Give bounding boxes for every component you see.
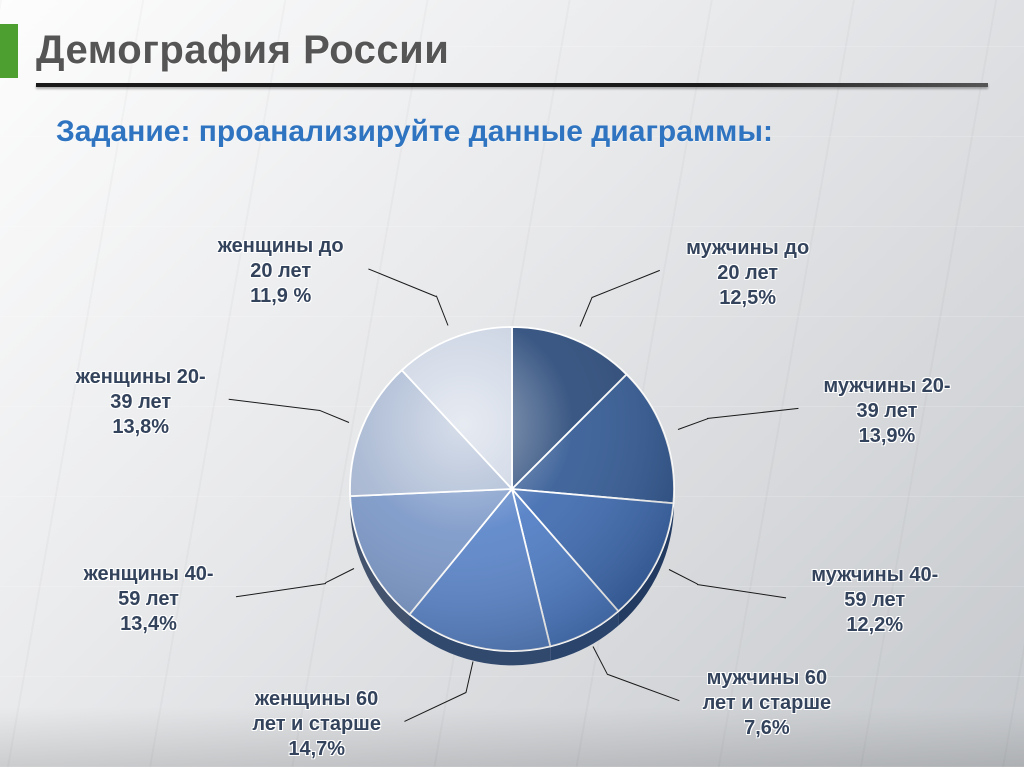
accent-bar xyxy=(0,24,18,78)
slice-label-m_20_39: мужчины 20- 39 лет 13,9% xyxy=(797,374,977,449)
leader-line xyxy=(229,399,320,411)
leader-line xyxy=(369,268,437,296)
slide-header: Демография России xyxy=(0,0,1024,97)
slice-label-f_60: женщины 60 лет и старше 14,7% xyxy=(227,687,407,762)
slice-label-m_60: мужчины 60 лет и старше 7,6% xyxy=(677,666,857,741)
page-title: Демография России xyxy=(36,28,988,73)
leader-line xyxy=(707,408,799,419)
leader-line xyxy=(591,270,659,298)
leader-line xyxy=(607,674,679,701)
slice-label-f_u20: женщины до 20 лет 11,9 % xyxy=(191,234,371,309)
task-subtitle: Задание: проанализируйте данные диаграмм… xyxy=(0,97,1024,149)
slice-label-f_40_59: женщины 40- 59 лет 13,4% xyxy=(59,562,239,637)
pie-chart xyxy=(332,309,692,669)
leader-line xyxy=(236,583,326,597)
pie-svg xyxy=(332,309,692,669)
pie-chart-area: мужчины до 20 лет 12,5% мужчины 20- 39 ле… xyxy=(0,150,1024,767)
slice-label-m_u20: мужчины до 20 лет 12,5% xyxy=(658,236,838,311)
leader-line xyxy=(697,584,787,598)
slice-label-m_40_59: мужчины 40- 59 лет 12,2% xyxy=(785,563,965,638)
slice-label-f_20_39: женщины 20- 39 лет 13,8% xyxy=(51,365,231,440)
leader-line xyxy=(404,692,466,722)
header-rule xyxy=(36,83,988,87)
